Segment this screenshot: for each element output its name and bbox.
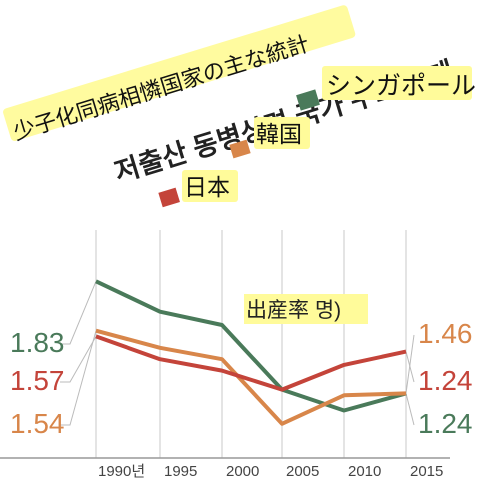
unit-label-highlight <box>244 294 368 324</box>
end-connector <box>405 393 415 426</box>
start-connector <box>60 330 97 426</box>
value-connectors <box>60 281 415 426</box>
value-labels: 1.83 1.24 1.54 1.46 1.57 1.24 <box>10 318 473 439</box>
end-connector <box>405 351 415 383</box>
end-value-label: 1.24 <box>418 365 473 396</box>
unit-label: 出産率 명) <box>246 299 341 322</box>
legend-swatch-singapore <box>296 89 320 111</box>
start-value-label: 1.83 <box>10 327 65 358</box>
legend-swatch-japan <box>158 187 180 208</box>
legend-highlight-singapore <box>322 66 472 100</box>
x-tick-label: 1990년 <box>98 463 145 480</box>
end-connector <box>405 334 415 394</box>
legend-highlight-japan <box>182 170 238 202</box>
header: 저출산 동병상련 국가 주요 통계 少子化同病相憐国家の主な統計 シンガポール … <box>3 5 476 208</box>
x-tick-label: 2000 <box>226 463 259 480</box>
x-tick-label: 1995 <box>164 463 197 480</box>
x-tick-label: 2005 <box>286 463 319 480</box>
start-value-label: 1.54 <box>10 408 65 439</box>
x-axis-ticks: 1990년 1995 2000 2005 2010 2015 <box>98 463 443 480</box>
legend-label-korea: 韓国 <box>256 122 302 148</box>
legend-label-japan: 日本 <box>184 175 230 201</box>
series-line <box>95 328 407 426</box>
legend: シンガポール 韓国 日本 <box>158 66 476 208</box>
legend-label-singapore: シンガポール <box>326 71 476 100</box>
series-line <box>95 334 407 392</box>
legend-highlight-korea <box>254 117 310 149</box>
x-tick-label: 2010 <box>348 463 381 480</box>
end-value-label: 1.46 <box>418 318 473 349</box>
x-tick-label: 2015 <box>410 463 443 480</box>
legend-swatch-korea <box>229 139 251 159</box>
start-value-label: 1.57 <box>10 365 65 396</box>
series-lines <box>95 279 407 426</box>
start-connector <box>60 281 97 345</box>
vertical-grid <box>0 230 450 459</box>
start-connector <box>60 336 97 383</box>
series-line <box>95 279 407 413</box>
end-value-label: 1.24 <box>418 408 473 439</box>
japanese-title-highlight <box>3 5 356 142</box>
